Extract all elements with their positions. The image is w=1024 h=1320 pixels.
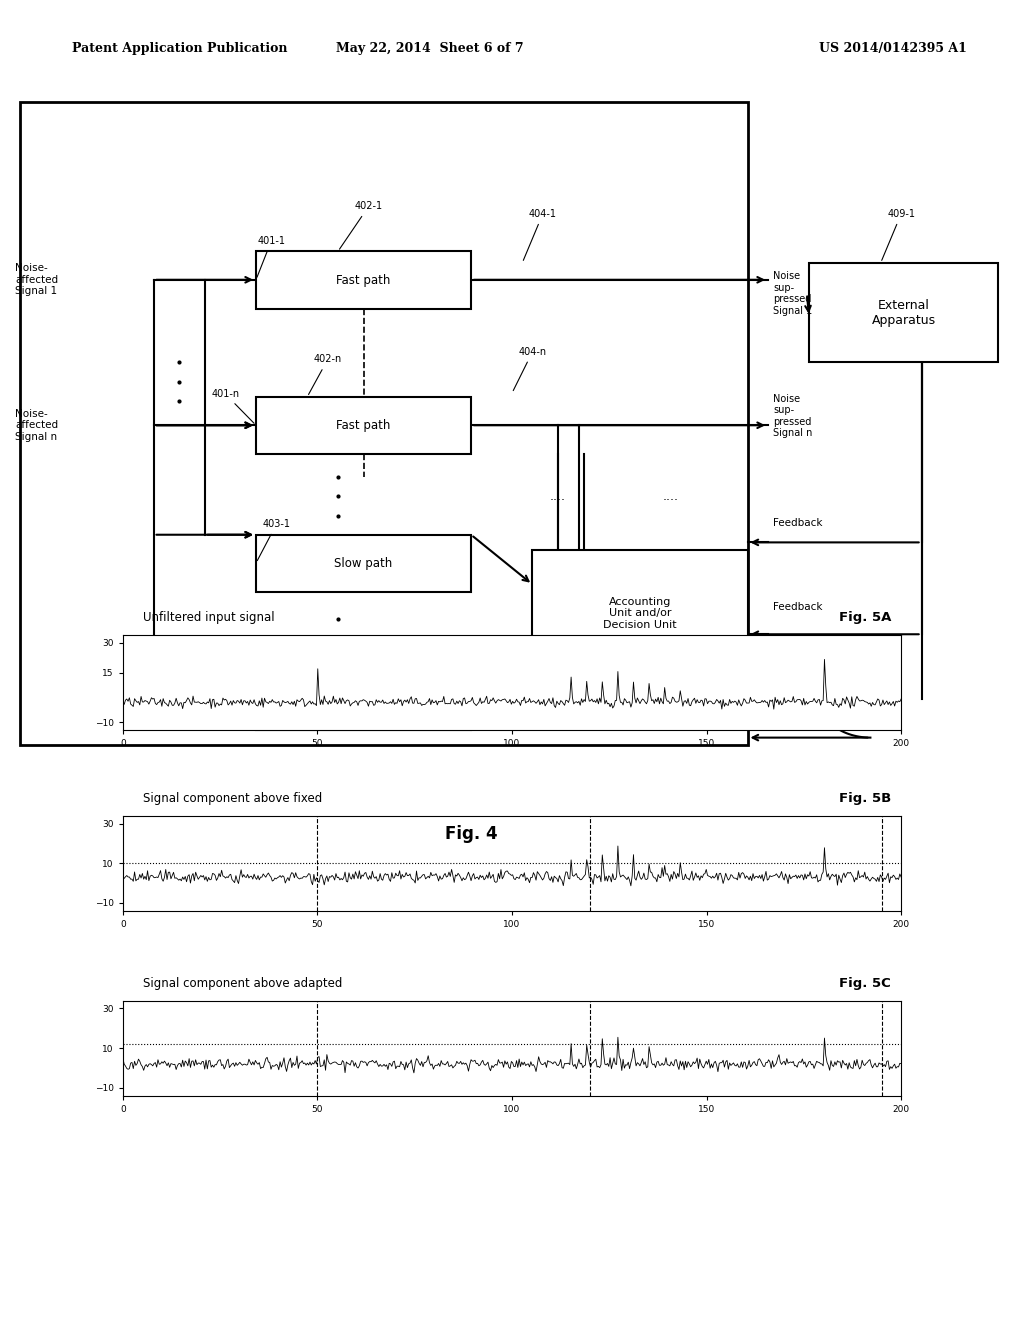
- Text: Signal component above fixed: Signal component above fixed: [143, 792, 323, 805]
- Bar: [532, 550, 748, 676]
- Text: Fast path: Fast path: [336, 273, 391, 286]
- Text: Noise
sup-
pressed
Signal 1: Noise sup- pressed Signal 1: [773, 271, 812, 315]
- Bar: [256, 397, 471, 454]
- Text: 404-1: 404-1: [523, 209, 557, 260]
- Text: 403-n: 403-n: [211, 645, 245, 681]
- Text: Fig. 5A: Fig. 5A: [839, 611, 891, 624]
- Text: 404-n: 404-n: [513, 347, 547, 391]
- Text: ....: ....: [663, 490, 679, 503]
- Text: Slow path: Slow path: [335, 694, 392, 708]
- Text: 409-1: 409-1: [882, 209, 915, 260]
- Text: Signal component above adapted: Signal component above adapted: [143, 977, 343, 990]
- Text: Feedback: Feedback: [773, 519, 822, 528]
- Bar: [20, 102, 748, 746]
- Bar: [256, 251, 471, 309]
- Text: Fig. 5C: Fig. 5C: [839, 977, 891, 990]
- Text: Noise-
affected
Signal n: Noise- affected Signal n: [15, 409, 58, 442]
- Text: 405: 405: [687, 710, 706, 721]
- Text: Fig. 5B: Fig. 5B: [839, 792, 891, 805]
- Text: 401-n: 401-n: [211, 389, 254, 424]
- Text: Accounting
Unit and/or
Decision Unit: Accounting Unit and/or Decision Unit: [603, 597, 677, 630]
- Text: Parameter: Parameter: [466, 657, 520, 668]
- Text: 403-1: 403-1: [257, 519, 291, 561]
- Text: Feedback: Feedback: [773, 602, 822, 612]
- Text: Unfiltered input signal: Unfiltered input signal: [143, 611, 275, 624]
- Text: Noise-
affected
Signal 1: Noise- affected Signal 1: [15, 263, 58, 297]
- Text: US 2014/0142395 A1: US 2014/0142395 A1: [819, 42, 967, 55]
- Text: 402-n: 402-n: [308, 355, 342, 395]
- Text: Noise
sup-
pressed
Signal n: Noise sup- pressed Signal n: [773, 393, 812, 438]
- Text: May 22, 2014  Sheet 6 of 7: May 22, 2014 Sheet 6 of 7: [336, 42, 524, 55]
- Text: ....: ....: [550, 490, 566, 503]
- Text: 401-1: 401-1: [257, 236, 286, 277]
- Text: Fig. 4: Fig. 4: [444, 825, 498, 843]
- Bar: [809, 263, 998, 363]
- Text: Slow path: Slow path: [335, 557, 392, 570]
- Text: Patent Application Publication: Patent Application Publication: [72, 42, 287, 55]
- Text: 402-1: 402-1: [340, 202, 383, 249]
- Bar: [256, 535, 471, 593]
- Text: External
Apparatus: External Apparatus: [871, 298, 936, 327]
- Text: Fast path: Fast path: [336, 420, 391, 432]
- Bar: [256, 673, 471, 730]
